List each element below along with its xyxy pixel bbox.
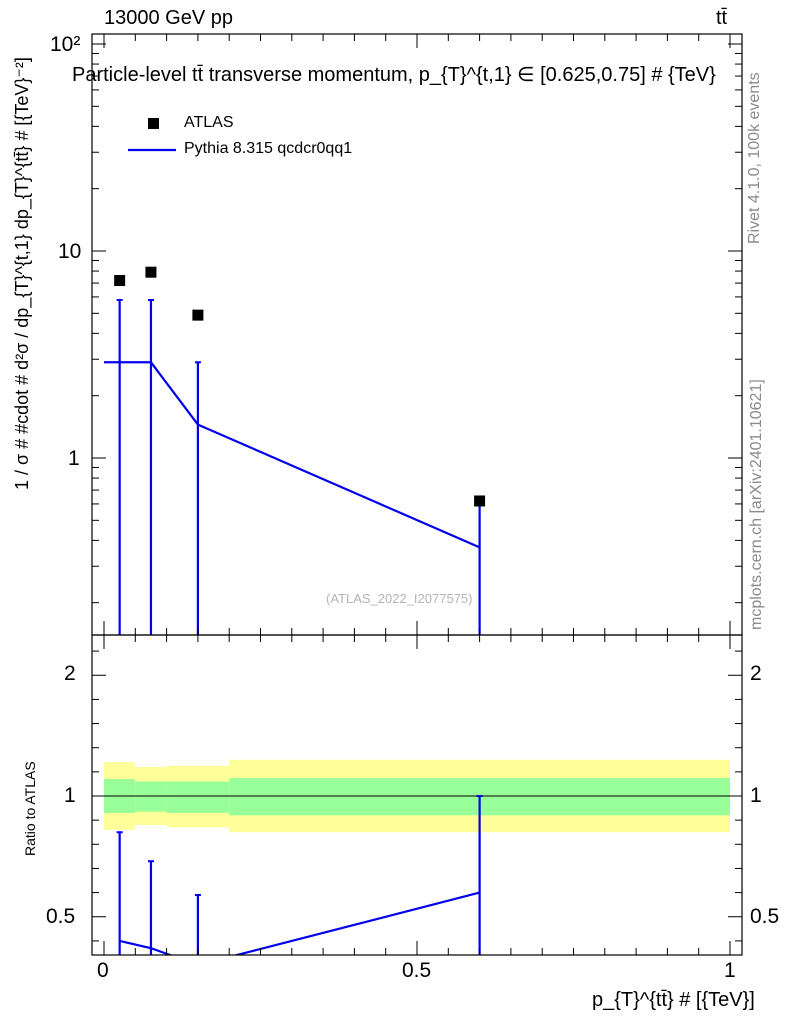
header-energy-label: 13000 GeV pp: [104, 7, 233, 29]
legend-label-pythia: Pythia 8.315 qcdcr0qq1: [184, 140, 353, 157]
x-axis-label: p_{T}^{tt̄} # [{TeV}]: [592, 989, 755, 1011]
data-points: [114, 266, 486, 507]
ratio-y-tick-label-0-5-right: 0.5: [750, 905, 780, 928]
chart-title: Particle-level tt̄ transverse momentum, …: [72, 64, 716, 86]
rivet-version-label: Rivet 4.1.0, 100k events: [746, 72, 763, 244]
ratio-band-inner-1: [135, 781, 167, 812]
axes: [91, 33, 743, 956]
x-tick-label-1: 1: [724, 959, 736, 982]
data-point-2: [192, 309, 204, 321]
x-tick-label-0-5: 0.5: [402, 959, 432, 982]
main-series: [104, 298, 483, 635]
analysis-label: (ATLAS_2022_I2077575): [326, 591, 473, 606]
data-point-1: [145, 266, 157, 278]
legend: [128, 118, 176, 152]
ratio-y-tick-label-1: 1: [64, 784, 76, 807]
data-point-0: [114, 275, 126, 287]
data-point-3: [474, 495, 486, 507]
ratio-y-tick-label-1-right: 1: [750, 784, 762, 807]
y-tick-label-10: 10: [58, 240, 82, 263]
legend-marker-atlas: [148, 118, 159, 129]
header-process-label: tt̄: [716, 7, 728, 29]
ratio-mc-line: [119, 891, 480, 955]
ratio-y-tick-label-0-5: 0.5: [46, 905, 76, 928]
ratio-y-tick-label-2: 2: [64, 662, 76, 685]
main-y-axis-label: 1 / σ # #cdot # d²σ / dp_{T}^{t,1} dp_{T…: [12, 57, 32, 490]
ratio-uncertainty-bands: [92, 759, 742, 833]
legend-label-atlas: ATLAS: [184, 114, 234, 131]
mc-line: [104, 361, 481, 549]
ratio-band-inner-2: [166, 781, 230, 813]
y-tick-label-1: 1: [68, 447, 80, 470]
x-tick-label-0: 0: [97, 959, 109, 982]
ratio-y-tick-label-2-right: 2: [750, 662, 762, 685]
ratio-series: [116, 795, 483, 955]
ratio-y-axis-label: Ratio to ATLAS: [22, 761, 38, 856]
y-tick-label-100: 10²: [50, 33, 81, 56]
mcplots-label: mcplots.cern.ch [arXiv:2401.10621]: [748, 379, 765, 630]
